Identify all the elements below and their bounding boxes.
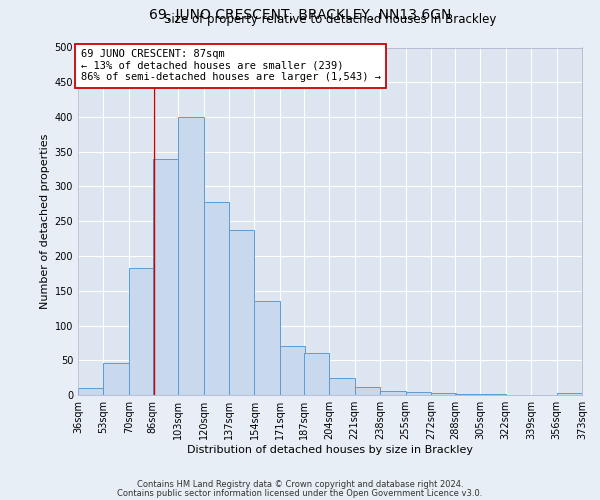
Bar (406, 392, 431, 395)
Bar (304, 354, 329, 395)
Text: 69, JUNO CRESCENT, BRACKLEY, NN13 6GN: 69, JUNO CRESCENT, BRACKLEY, NN13 6GN (149, 8, 451, 22)
Bar (254, 301, 280, 395)
Bar (355, 386, 380, 395)
Bar (153, 158, 178, 395)
Bar (129, 268, 154, 395)
Title: Size of property relative to detached houses in Brackley: Size of property relative to detached ho… (164, 12, 496, 26)
Bar (203, 202, 229, 395)
X-axis label: Distribution of detached houses by size in Brackley: Distribution of detached houses by size … (187, 445, 473, 455)
Bar (78, 388, 103, 395)
Bar (557, 393, 582, 395)
Text: 69 JUNO CRESCENT: 87sqm
← 13% of detached houses are smaller (239)
86% of semi-d: 69 JUNO CRESCENT: 87sqm ← 13% of detache… (80, 49, 380, 82)
Text: Contains public sector information licensed under the Open Government Licence v3: Contains public sector information licen… (118, 488, 482, 498)
Bar (455, 394, 481, 395)
Bar (178, 117, 203, 395)
Text: Contains HM Land Registry data © Crown copyright and database right 2024.: Contains HM Land Registry data © Crown c… (137, 480, 463, 489)
Bar (481, 394, 506, 395)
Bar (380, 391, 406, 395)
Bar (329, 378, 355, 395)
Bar (229, 230, 254, 395)
Bar (280, 346, 305, 395)
Bar (103, 363, 129, 395)
Y-axis label: Number of detached properties: Number of detached properties (40, 134, 50, 309)
Bar (431, 393, 457, 395)
